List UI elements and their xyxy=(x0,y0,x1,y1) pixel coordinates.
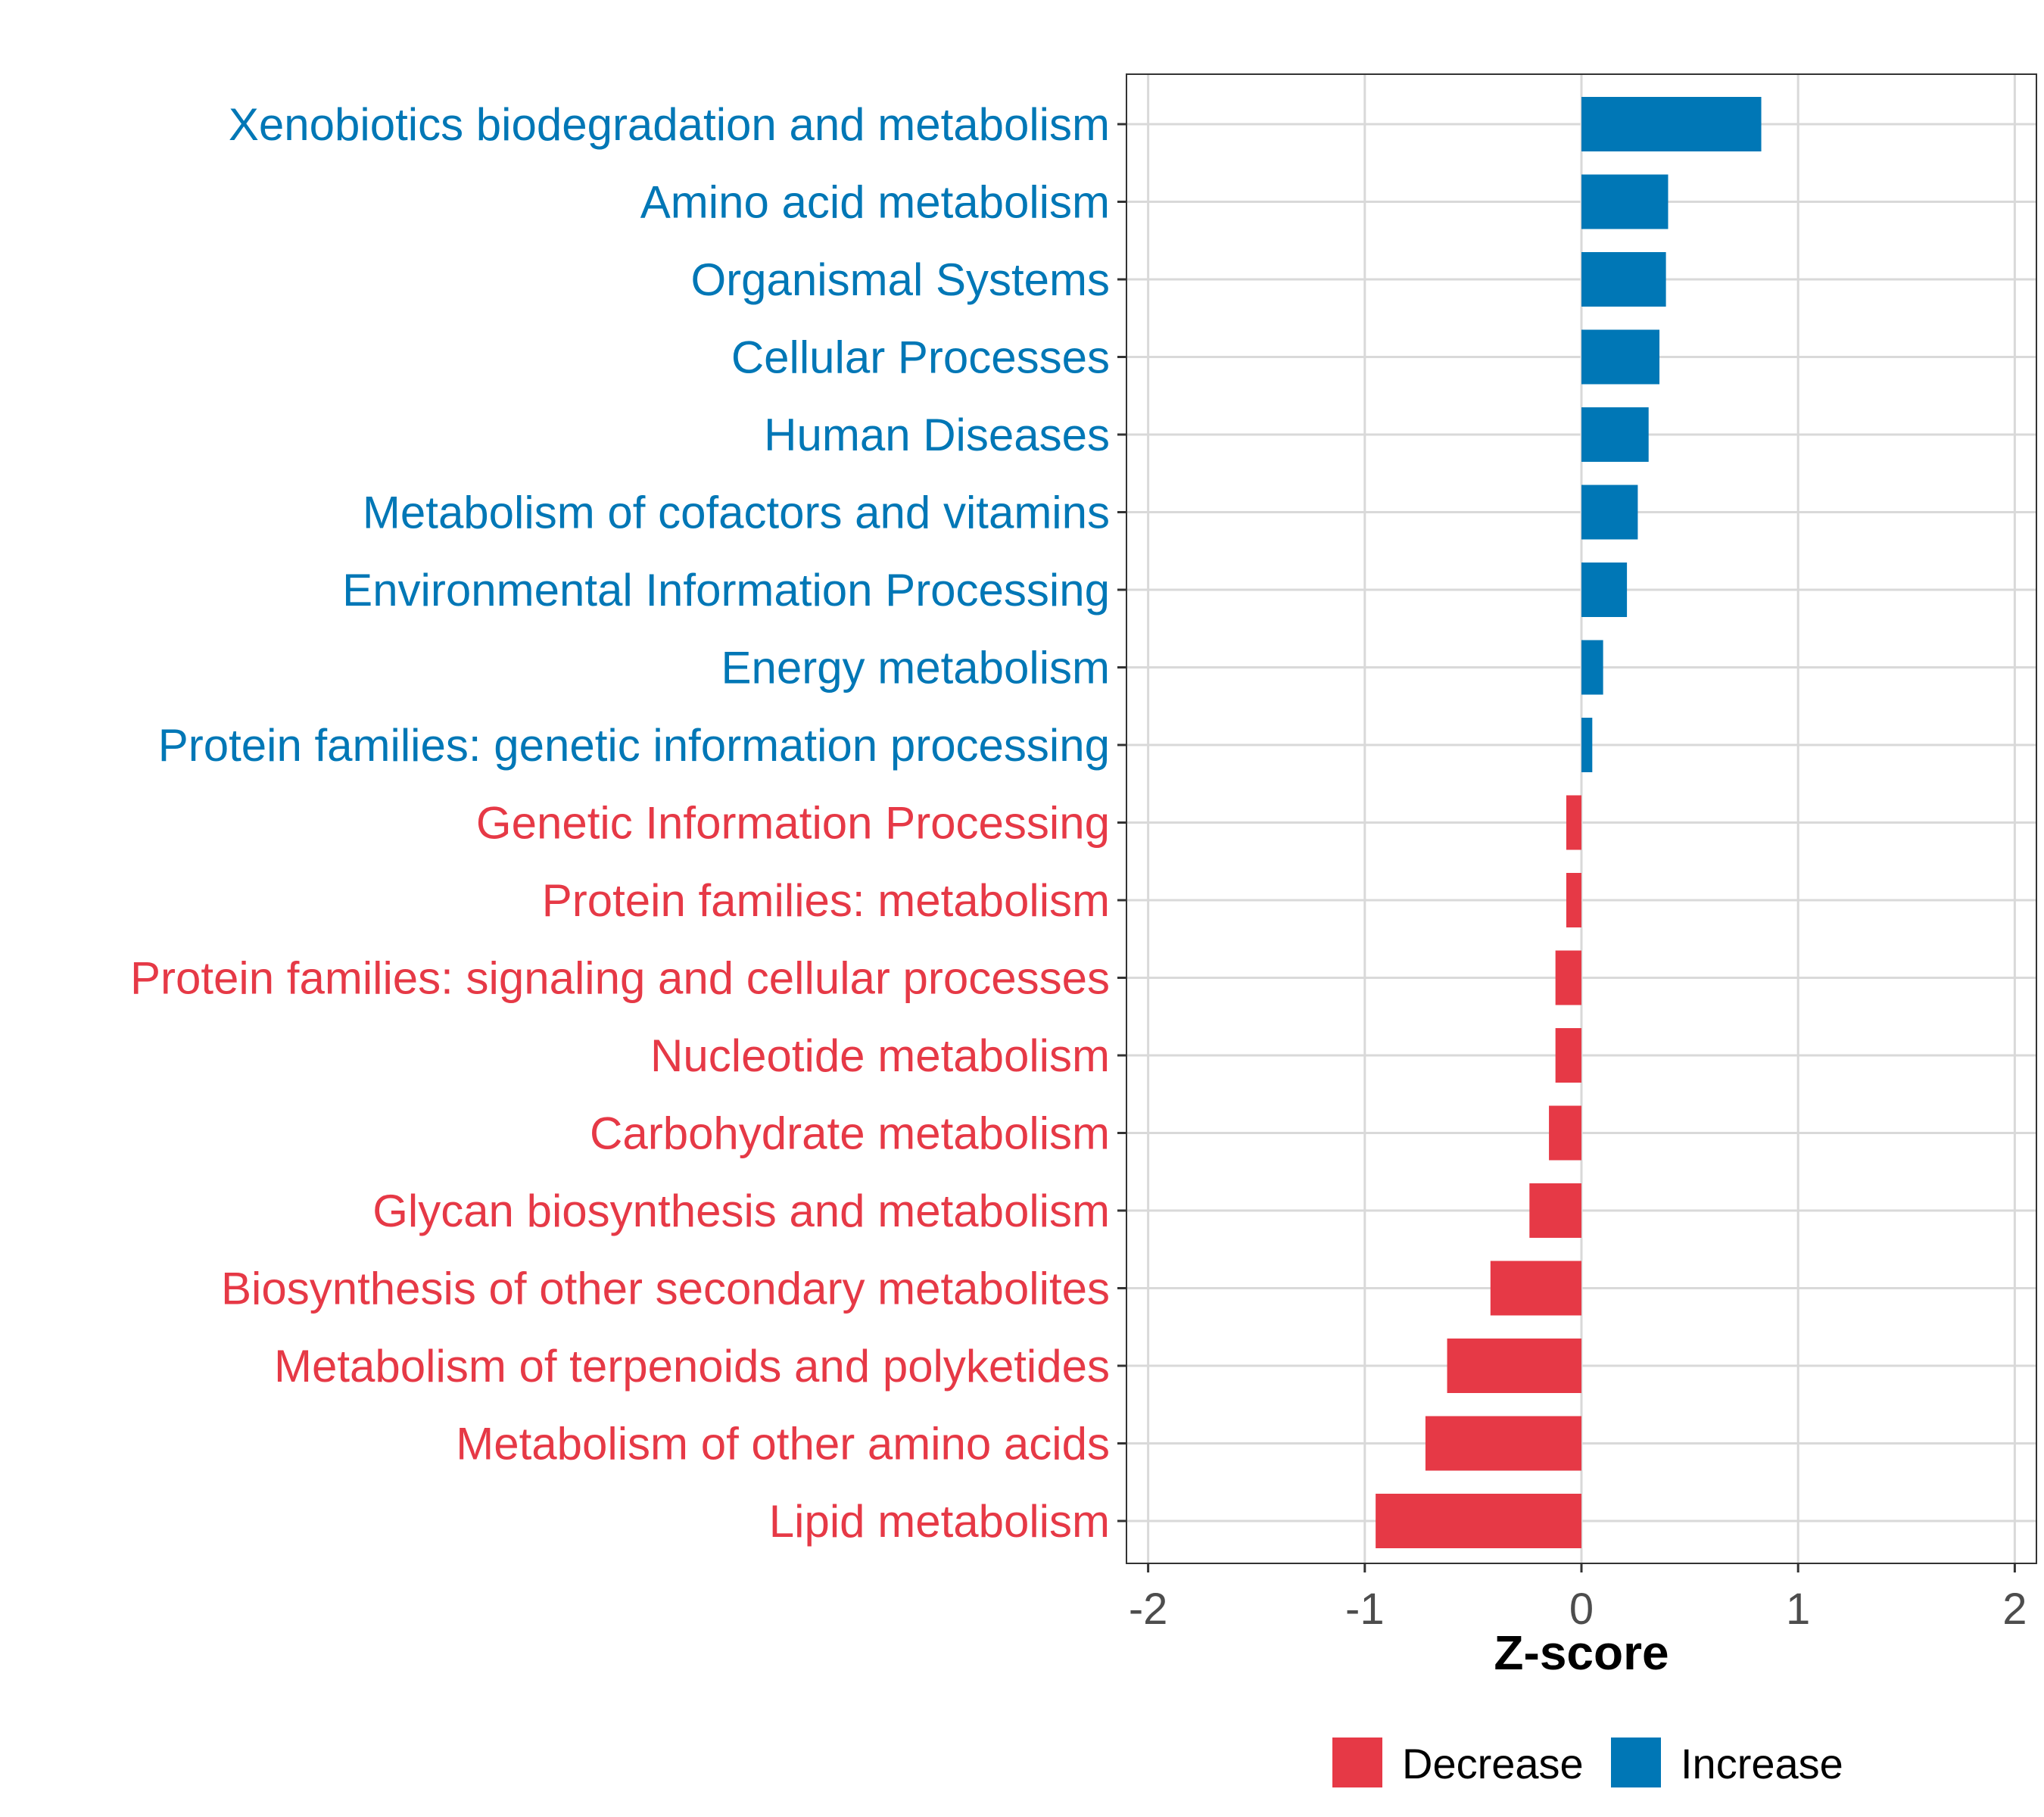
bar xyxy=(1566,873,1581,927)
x-axis-tick-labels: -2 -1 0 1 2 xyxy=(1129,1585,2027,1634)
bar xyxy=(1490,1261,1581,1316)
x-tick-label: 0 xyxy=(1569,1585,1594,1634)
y-tick-label: Xenobiotics biodegradation and metabolis… xyxy=(229,99,1110,150)
x-tick-label: 1 xyxy=(1786,1585,1810,1634)
x-axis-ticks xyxy=(1147,1563,2016,1572)
y-tick-label: Human Diseases xyxy=(764,410,1110,460)
bar xyxy=(1581,485,1638,540)
bar xyxy=(1581,563,1628,617)
y-tick-label: Environmental Information Processing xyxy=(342,565,1110,616)
bar xyxy=(1447,1339,1581,1393)
y-tick-label: Carbohydrate metabolism xyxy=(590,1108,1110,1159)
bar xyxy=(1581,640,1603,695)
bar xyxy=(1555,950,1581,1005)
y-axis-ticks xyxy=(1117,123,1126,1522)
bar xyxy=(1566,795,1581,850)
y-tick-label: Cellular Processes xyxy=(731,332,1110,383)
bar xyxy=(1581,407,1649,462)
bar xyxy=(1581,718,1593,772)
bars xyxy=(1376,97,1762,1548)
bar xyxy=(1425,1416,1581,1471)
y-tick-label: Metabolism of other amino acids xyxy=(456,1419,1110,1469)
y-tick-label: Metabolism of cofactors and vitamins xyxy=(363,488,1110,538)
legend-label-decrease: Decrease xyxy=(1402,1740,1584,1787)
bar xyxy=(1376,1494,1581,1548)
bar xyxy=(1581,174,1669,229)
y-tick-label: Glycan biosynthesis and metabolism xyxy=(372,1186,1110,1236)
y-tick-label: Metabolism of terpenoids and polyketides xyxy=(274,1341,1110,1392)
y-tick-label: Lipid metabolism xyxy=(769,1496,1110,1547)
y-tick-label: Protein families: metabolism xyxy=(542,875,1110,926)
legend-label-increase: Increase xyxy=(1681,1740,1843,1787)
x-tick-label: 2 xyxy=(2002,1585,2027,1634)
legend: Decrease Increase xyxy=(1332,1738,1843,1787)
y-tick-label: Biosynthesis of other secondary metaboli… xyxy=(221,1264,1110,1314)
bar xyxy=(1581,252,1666,307)
bar xyxy=(1555,1028,1581,1083)
x-axis-title: Z-score xyxy=(1494,1625,1669,1680)
y-tick-label: Amino acid metabolism xyxy=(640,177,1110,228)
legend-swatch-decrease xyxy=(1332,1738,1382,1787)
bar xyxy=(1581,329,1660,385)
bar xyxy=(1581,97,1762,151)
bar xyxy=(1529,1183,1581,1238)
x-tick-label: -2 xyxy=(1129,1585,1168,1634)
y-tick-label: Genetic Information Processing xyxy=(476,798,1110,849)
y-tick-label: Organismal Systems xyxy=(691,254,1110,305)
y-tick-label: Protein families: genetic information pr… xyxy=(158,720,1110,771)
y-tick-label: Energy metabolism xyxy=(721,643,1110,693)
x-tick-label: -1 xyxy=(1345,1585,1385,1634)
y-tick-label: Nucleotide metabolism xyxy=(650,1030,1110,1081)
y-tick-label: Protein families: signaling and cellular… xyxy=(130,953,1110,1004)
bar xyxy=(1549,1105,1581,1161)
y-axis-labels: Xenobiotics biodegradation and metabolis… xyxy=(130,99,1110,1547)
legend-swatch-increase xyxy=(1611,1738,1661,1787)
